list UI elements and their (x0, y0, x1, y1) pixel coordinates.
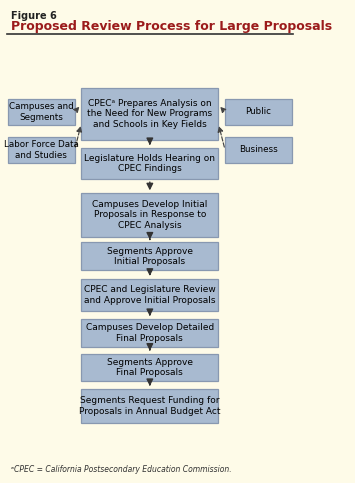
Text: ᵃCPEC = California Postsecondary Education Commission.: ᵃCPEC = California Postsecondary Educati… (11, 465, 232, 474)
FancyBboxPatch shape (8, 99, 75, 125)
FancyBboxPatch shape (81, 279, 218, 312)
Text: Campuses and
Segments: Campuses and Segments (9, 102, 73, 122)
Text: Public: Public (246, 107, 272, 116)
Text: Figure 6: Figure 6 (11, 11, 57, 21)
Text: Legislature Holds Hearing on
CPEC Findings: Legislature Holds Hearing on CPEC Findin… (84, 154, 215, 173)
Text: CPEC and Legislature Review
and Approve Initial Proposals: CPEC and Legislature Review and Approve … (84, 285, 216, 305)
Text: Segments Approve
Final Proposals: Segments Approve Final Proposals (107, 357, 193, 377)
FancyBboxPatch shape (8, 137, 75, 163)
FancyBboxPatch shape (81, 148, 218, 179)
FancyBboxPatch shape (81, 354, 218, 382)
Text: Business: Business (239, 145, 278, 154)
FancyBboxPatch shape (225, 137, 292, 163)
FancyBboxPatch shape (81, 389, 218, 423)
FancyBboxPatch shape (81, 193, 218, 237)
Text: Campuses Develop Detailed
Final Proposals: Campuses Develop Detailed Final Proposal… (86, 323, 214, 343)
FancyBboxPatch shape (81, 242, 218, 270)
Text: Campuses Develop Initial
Proposals in Response to
CPEC Analysis: Campuses Develop Initial Proposals in Re… (92, 199, 208, 230)
FancyBboxPatch shape (225, 99, 292, 125)
Text: Segments Request Funding for
Proposals in Annual Budget Act: Segments Request Funding for Proposals i… (79, 396, 220, 416)
Text: Labor Force Data
and Studies: Labor Force Data and Studies (4, 140, 78, 160)
FancyBboxPatch shape (81, 319, 218, 347)
Text: CPECᵃ Prepares Analysis on
the Need for New Programs
and Schools in Key Fields: CPECᵃ Prepares Analysis on the Need for … (87, 99, 212, 129)
Text: Proposed Review Process for Large Proposals: Proposed Review Process for Large Propos… (11, 20, 333, 33)
FancyBboxPatch shape (81, 88, 218, 140)
Text: Segments Approve
Initial Proposals: Segments Approve Initial Proposals (107, 246, 193, 266)
